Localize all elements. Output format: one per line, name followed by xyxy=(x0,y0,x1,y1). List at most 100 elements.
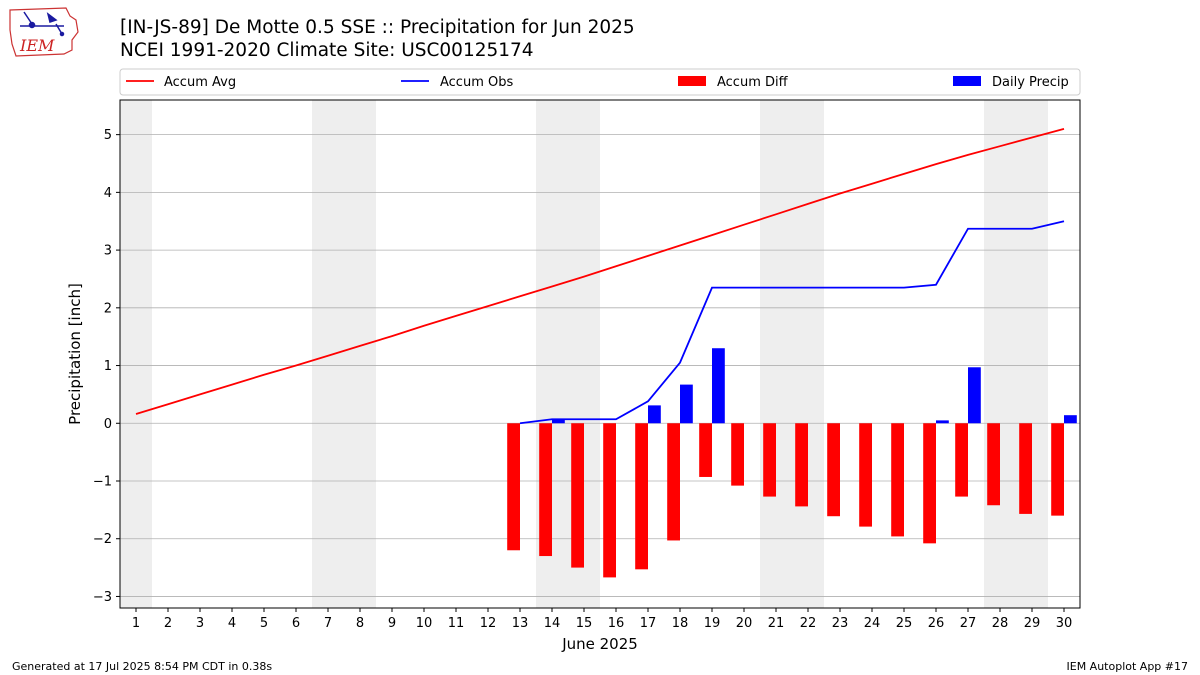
legend-item-accum-obs: Accum Obs xyxy=(401,75,513,90)
chart-subtitle: NCEI 1991-2020 Climate Site: USC00125174 xyxy=(120,40,534,61)
daily-precip-bar-day-27 xyxy=(968,367,981,424)
y-tick-label: 1 xyxy=(104,359,112,374)
x-tick-label: 1 xyxy=(132,616,140,631)
weekend-band-7 xyxy=(312,100,344,608)
accum-diff-bar-day-18 xyxy=(667,423,680,541)
weather-vane-icon xyxy=(20,11,65,37)
accum-diff-bar-day-27 xyxy=(955,423,968,497)
x-axis-label: June 2025 xyxy=(561,635,638,653)
x-tick-label: 16 xyxy=(608,616,625,631)
logo-text: IEM xyxy=(19,36,55,55)
bars xyxy=(507,348,1077,578)
legend-swatch-daily-precip xyxy=(953,76,981,86)
y-tick-label: 4 xyxy=(104,186,112,201)
x-tick-label: 15 xyxy=(576,616,593,631)
legend-label-daily-precip: Daily Precip xyxy=(992,75,1069,90)
daily-precip-bar-day-17 xyxy=(648,405,661,424)
weekend-band-28 xyxy=(984,100,1016,608)
x-tick-label: 28 xyxy=(992,616,1009,631)
accum-diff-bar-day-26 xyxy=(923,423,936,544)
x-tick-label: 6 xyxy=(292,616,300,631)
x-tick-label: 24 xyxy=(864,616,881,631)
y-tick-label: −1 xyxy=(93,475,112,490)
x-tick-label: 5 xyxy=(260,616,268,631)
y-tick-label: −2 xyxy=(93,532,112,547)
x-tick-label: 2 xyxy=(164,616,172,631)
x-tick-label: 12 xyxy=(480,616,497,631)
accum-diff-bar-day-19 xyxy=(699,423,712,477)
legend-swatch-accum-diff xyxy=(678,76,706,86)
weekend-band-22 xyxy=(792,100,824,608)
x-tick-label: 11 xyxy=(448,616,465,631)
x-tick-label: 29 xyxy=(1024,616,1041,631)
x-tick-label: 14 xyxy=(544,616,561,631)
accum-diff-bar-day-28 xyxy=(987,423,1000,506)
daily-precip-bar-day-18 xyxy=(680,384,693,424)
grid-lines xyxy=(120,134,1080,597)
accum-diff-bar-day-24 xyxy=(859,423,872,527)
accum-diff-bar-day-22 xyxy=(795,423,808,507)
legend-label-accum-avg: Accum Avg xyxy=(164,75,236,90)
lines xyxy=(135,127,1065,425)
weekend-band-1 xyxy=(120,100,152,608)
x-tick-label: 7 xyxy=(324,616,332,631)
chart-title: [IN-JS-89] De Motte 0.5 SSE :: Precipita… xyxy=(120,17,635,38)
y-ticks: −3 −2 −1 0 1 2 3 4 5 xyxy=(93,128,120,605)
y-tick-label: 0 xyxy=(104,417,112,432)
generated-timestamp: Generated at 17 Jul 2025 8:54 PM CDT in … xyxy=(12,660,273,673)
legend-label-accum-obs: Accum Obs xyxy=(440,75,513,90)
accum-diff-bar-day-23 xyxy=(827,423,840,517)
weekend-band-29 xyxy=(1016,100,1048,608)
y-tick-label: 3 xyxy=(104,244,112,259)
app-id: IEM Autoplot App #17 xyxy=(1066,660,1189,673)
legend-label-accum-diff: Accum Diff xyxy=(717,75,789,90)
iowa-outline xyxy=(9,7,79,57)
daily-precip-bar-day-30 xyxy=(1064,415,1077,424)
iem-logo: IEM xyxy=(6,4,82,60)
weekend-band-21 xyxy=(760,100,792,608)
x-tick-label: 19 xyxy=(704,616,721,631)
daily-precip-bar-day-26 xyxy=(936,420,949,424)
accum-diff-bar-day-13 xyxy=(507,423,520,551)
x-ticks: 1 2 3 4 5 6 7 8 9 10 11 12 13 14 15 16 17 18 19 20 21 22 23 24 2… xyxy=(132,608,1072,631)
x-tick-label: 20 xyxy=(736,616,753,631)
legend-item-accum-avg: Accum Avg xyxy=(126,75,236,90)
accum-diff-bar-day-14 xyxy=(539,423,552,557)
y-tick-label: 2 xyxy=(104,301,112,316)
x-tick-label: 30 xyxy=(1056,616,1073,631)
x-tick-label: 13 xyxy=(512,616,529,631)
accum-diff-bar-day-17 xyxy=(635,423,648,570)
y-tick-label: −3 xyxy=(93,590,112,605)
y-tick-label: 5 xyxy=(104,128,112,143)
x-tick-label: 8 xyxy=(356,616,364,631)
legend-item-accum-diff: Accum Diff xyxy=(678,75,789,90)
x-tick-label: 17 xyxy=(640,616,657,631)
x-tick-label: 26 xyxy=(928,616,945,631)
x-tick-label: 3 xyxy=(196,616,204,631)
accum-diff-bar-day-16 xyxy=(603,423,616,578)
x-tick-label: 18 xyxy=(672,616,689,631)
daily-precip-bar-day-19 xyxy=(712,348,725,424)
accum-diff-bar-day-29 xyxy=(1019,423,1032,514)
accum-avg-line xyxy=(135,127,1065,415)
x-tick-label: 21 xyxy=(768,616,785,631)
x-tick-label: 22 xyxy=(800,616,817,631)
accum-diff-bar-day-25 xyxy=(891,423,904,537)
x-tick-label: 27 xyxy=(960,616,977,631)
weekend-band-8 xyxy=(344,100,376,608)
accum-diff-bar-day-30 xyxy=(1051,423,1064,516)
accum-diff-bar-day-21 xyxy=(763,423,776,497)
accum-diff-bar-day-15 xyxy=(571,423,584,568)
accum-diff-bar-day-20 xyxy=(731,423,744,486)
accum-obs-line xyxy=(519,220,1065,425)
daily-precip-bar-day-14 xyxy=(552,419,565,424)
x-tick-label: 10 xyxy=(416,616,433,631)
legend-item-daily-precip: Daily Precip xyxy=(953,75,1069,90)
legend-frame xyxy=(119,68,1081,96)
x-tick-label: 4 xyxy=(228,616,236,631)
x-tick-label: 23 xyxy=(832,616,849,631)
plot-frame xyxy=(119,99,1081,609)
y-axis-label: Precipitation [inch] xyxy=(66,283,84,425)
x-tick-label: 25 xyxy=(896,616,913,631)
